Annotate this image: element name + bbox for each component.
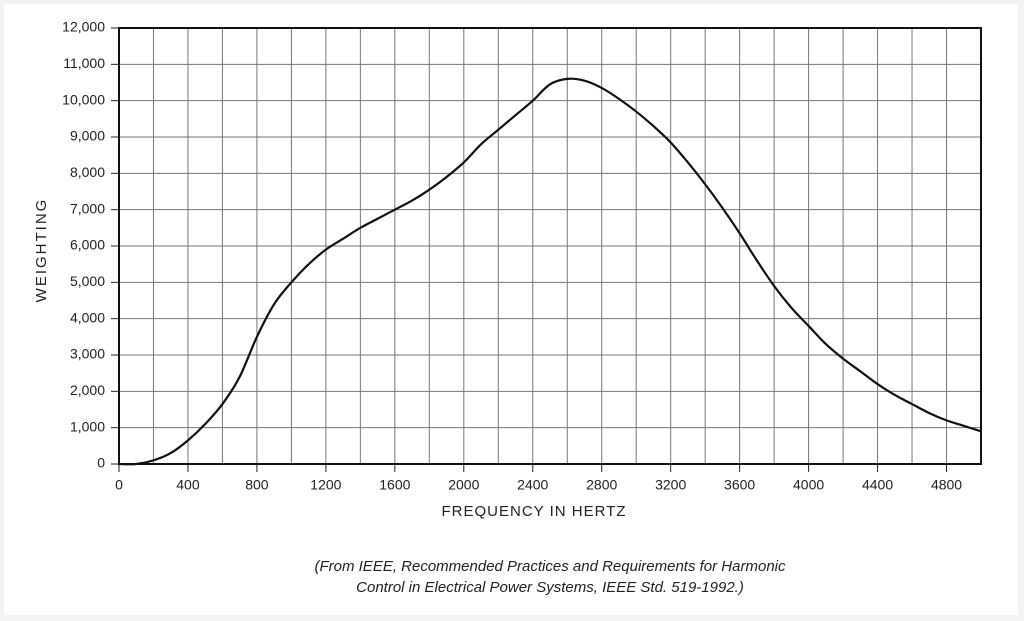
x-tick-label: 0: [115, 477, 123, 493]
x-tick-label: 2400: [517, 477, 548, 493]
x-tick-label: 2000: [448, 477, 479, 493]
x-tick-label: 1600: [379, 477, 410, 493]
y-tick-label: 5,000: [70, 273, 105, 289]
caption: Control in Electrical Power Systems, IEE…: [356, 579, 744, 596]
x-tick-label: 1200: [310, 477, 341, 493]
plot-frame: [118, 27, 982, 465]
y-axis-label: WEIGHTING: [33, 198, 50, 303]
data-line: [118, 77, 982, 466]
y-tick-label: 2,000: [70, 382, 105, 398]
x-tick-label: 400: [176, 477, 200, 493]
caption: (From IEEE, Recommended Practices and Re…: [314, 558, 786, 575]
y-tick-label: 10,000: [62, 91, 105, 107]
y-tick-label: 3,000: [70, 346, 105, 362]
x-tick-label: 4000: [793, 477, 824, 493]
y-tick-label: 8,000: [70, 164, 105, 180]
y-tick-label: 12,000: [62, 19, 105, 35]
y-tick-label: 6,000: [70, 237, 105, 253]
y-tick-label: 0: [97, 455, 105, 471]
y-tick-label: 4,000: [70, 309, 105, 325]
x-tick-label: 3600: [724, 477, 755, 493]
y-tick-label: 1,000: [70, 418, 105, 434]
y-tick-label: 9,000: [70, 128, 105, 144]
x-tick-label: 800: [245, 477, 269, 493]
x-tick-label: 4400: [862, 477, 893, 493]
y-tick-label: 11,000: [63, 55, 105, 71]
x-tick-label: 3200: [655, 477, 686, 493]
x-tick-label: 4800: [931, 477, 962, 493]
panel: [4, 4, 1018, 615]
x-tick-label: 2800: [586, 477, 617, 493]
y-tick-label: 7,000: [70, 200, 105, 216]
x-axis-label: FREQUENCY IN HERTZ: [442, 503, 627, 520]
